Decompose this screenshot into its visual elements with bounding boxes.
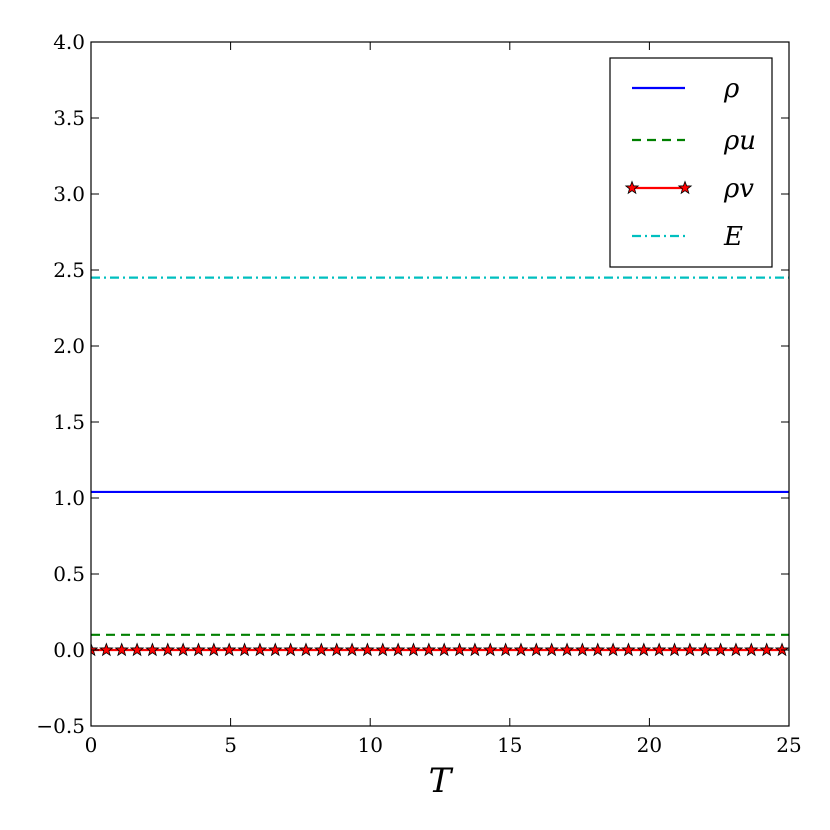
data-point — [360, 642, 375, 657]
legend-box — [609, 57, 773, 268]
data-point — [452, 642, 467, 657]
data-point — [421, 642, 437, 657]
data-point — [651, 642, 667, 657]
data-point — [575, 642, 590, 657]
y-tick-label: 1.0 — [53, 486, 85, 510]
data-point — [314, 642, 329, 657]
data-point — [621, 642, 636, 657]
legend-label-rho: ρ — [723, 74, 740, 104]
data-point — [191, 642, 206, 657]
y-tick-label: 2.0 — [53, 334, 85, 358]
data-point — [744, 642, 759, 657]
legend-marker — [624, 180, 640, 195]
data-point — [636, 642, 652, 657]
data-point — [160, 642, 176, 657]
plot-frame — [90, 41, 790, 727]
x-tick-label: 15 — [497, 733, 522, 757]
x-axis-label: T — [429, 761, 454, 801]
data-point — [114, 642, 129, 657]
data-point — [375, 642, 391, 657]
data-point — [99, 642, 114, 657]
x-tick-label: 10 — [357, 733, 382, 757]
data-point — [544, 642, 559, 657]
y-tick-label: 0.5 — [53, 562, 85, 586]
data-point — [529, 642, 544, 657]
x-tick-label: 5 — [224, 733, 237, 757]
data-point — [697, 642, 713, 657]
data-point — [221, 642, 237, 657]
legend-label-rho-u: ρu — [723, 126, 756, 156]
data-point — [467, 642, 483, 657]
data-point — [436, 642, 452, 657]
data-point — [559, 642, 575, 657]
data-point — [728, 642, 744, 657]
data-point — [344, 642, 360, 657]
y-tick-label: 2.5 — [53, 258, 85, 282]
y-tick-label: 0.0 — [53, 638, 85, 662]
legend-label-rho-v: ρv — [723, 174, 754, 204]
data-point — [513, 642, 529, 657]
data-point — [390, 642, 406, 657]
y-tick-label: 4.0 — [53, 30, 85, 54]
data-point — [206, 642, 222, 657]
data-point — [590, 642, 606, 657]
data-point — [605, 642, 621, 657]
data-point — [498, 642, 513, 657]
y-tick-label: 1.5 — [53, 410, 85, 434]
data-point — [175, 642, 191, 657]
legend: ρ ρu ρv E — [609, 57, 773, 268]
y-tick-label: 3.0 — [53, 182, 85, 206]
data-point — [482, 642, 498, 657]
x-tick-label: 25 — [776, 733, 801, 757]
data-point — [713, 642, 728, 657]
y-tick-label: −0.5 — [36, 714, 85, 738]
data-point — [237, 642, 252, 657]
data-point — [252, 642, 268, 657]
data-point — [682, 642, 698, 657]
axes-layer: 0 5 10 15 20 25 −0.5 0.0 0.5 1.0 1.5 2.0 2.5 3.0 3.5 4.… — [36, 30, 801, 757]
data-point — [667, 642, 682, 657]
series-layer — [91, 276, 789, 657]
data-point — [267, 642, 283, 657]
data-point — [406, 642, 421, 657]
data-point — [298, 642, 314, 657]
legend-label-energy: E — [723, 222, 743, 252]
x-tick-label: 20 — [637, 733, 662, 757]
data-point — [329, 642, 344, 657]
data-point — [91, 642, 99, 657]
data-point — [145, 642, 160, 657]
data-point — [774, 642, 789, 657]
legend-marker — [677, 180, 693, 195]
y-tick-label: 3.5 — [53, 106, 85, 130]
data-point — [129, 642, 145, 657]
data-point — [759, 642, 774, 657]
x-tick-label: 0 — [85, 733, 98, 757]
data-point — [283, 642, 298, 657]
